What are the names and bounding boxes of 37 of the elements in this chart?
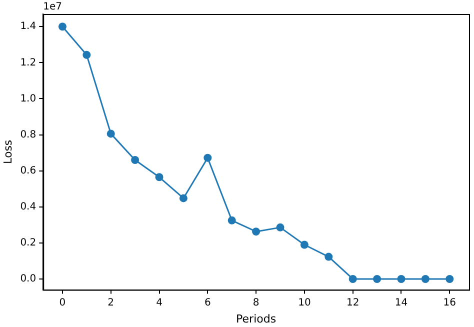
point	[348, 274, 357, 283]
point	[373, 274, 382, 283]
y-tick-label: 1.4	[20, 21, 36, 32]
x-tick-label: 0	[59, 297, 66, 308]
point	[252, 228, 260, 236]
point	[300, 240, 308, 249]
x-tick-label: 14	[394, 297, 408, 308]
point	[58, 22, 66, 31]
y-tick-label: 0.0	[20, 274, 36, 285]
point	[155, 173, 164, 182]
y-tick-label: 1.2	[20, 57, 36, 68]
y-tick-label: 0.4	[20, 201, 36, 212]
point	[179, 194, 188, 202]
y-axis-title: Loss	[1, 140, 14, 164]
point	[131, 156, 140, 164]
y-tick-label: 0.8	[20, 129, 36, 140]
text: 1e7	[43, 2, 62, 13]
point	[82, 50, 91, 59]
y-tick-label: 0.6	[20, 165, 36, 176]
point	[324, 252, 333, 261]
x-tick-label: 2	[108, 297, 114, 308]
point	[204, 154, 212, 162]
x-tick-label: 16	[443, 297, 456, 308]
x-axis-title: Periods	[236, 312, 276, 326]
y-tick-label: 1.0	[20, 93, 36, 104]
point	[446, 274, 454, 283]
point	[397, 274, 406, 283]
x-tick-label: 10	[298, 297, 311, 308]
x-tick-label: 12	[346, 297, 360, 308]
point	[228, 216, 236, 224]
x-tick-label: 4	[156, 297, 162, 308]
x-tick-label: 8	[252, 297, 260, 308]
x-tick-label: 6	[204, 297, 211, 308]
y-tick-label: 0.2	[20, 238, 36, 249]
point	[276, 223, 284, 232]
point	[421, 274, 430, 283]
point	[106, 130, 115, 138]
